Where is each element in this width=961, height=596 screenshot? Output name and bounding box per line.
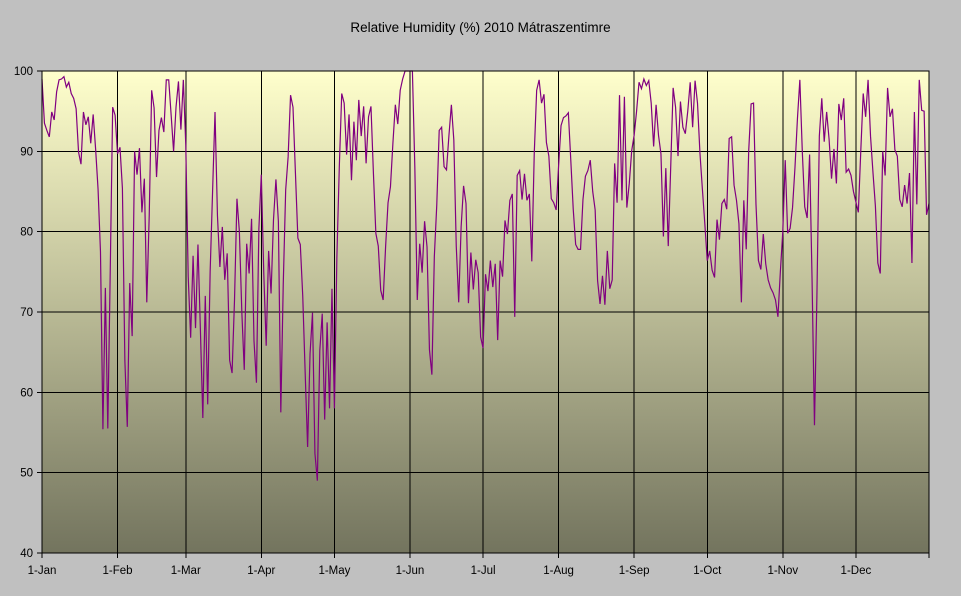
y-axis-label: 50 [20,468,33,480]
y-axis-label: 60 [20,387,33,399]
gridlines [42,71,929,553]
axis-labels: 40 50 60 70 80 90 100 1-Jan 1-Feb 1-Mar 1-Apr 1-May… [14,66,872,577]
y-axis-label: 90 [20,146,33,158]
x-axis-label: 1-Nov [767,565,798,577]
x-axis-label: 1-Aug [543,565,574,577]
x-axis-label: 1-Jan [28,565,57,577]
x-axis-label: 1-Apr [247,565,275,577]
y-axis-label: 40 [20,548,33,560]
x-axis-label: 1-Dec [841,565,872,577]
x-axis-label: 1-Feb [103,565,133,577]
x-axis-label: 1-Sep [619,565,650,577]
chart-title: Relative Humidity (%) 2010 Mátraszentimr… [350,20,611,35]
x-axis-label: 1-Jul [471,565,496,577]
x-axis-label: 1-May [318,565,350,577]
humidity-series-line [41,70,930,481]
x-axis-label: 1-Mar [171,565,201,577]
data-series [41,70,930,481]
y-axis-label: 70 [20,307,33,319]
x-axis-label: 1-Oct [693,565,722,577]
y-axis-label: 100 [14,66,33,78]
x-axis-label: 1-Jun [396,565,425,577]
y-axis-label: 80 [20,227,33,239]
axes [37,70,930,558]
